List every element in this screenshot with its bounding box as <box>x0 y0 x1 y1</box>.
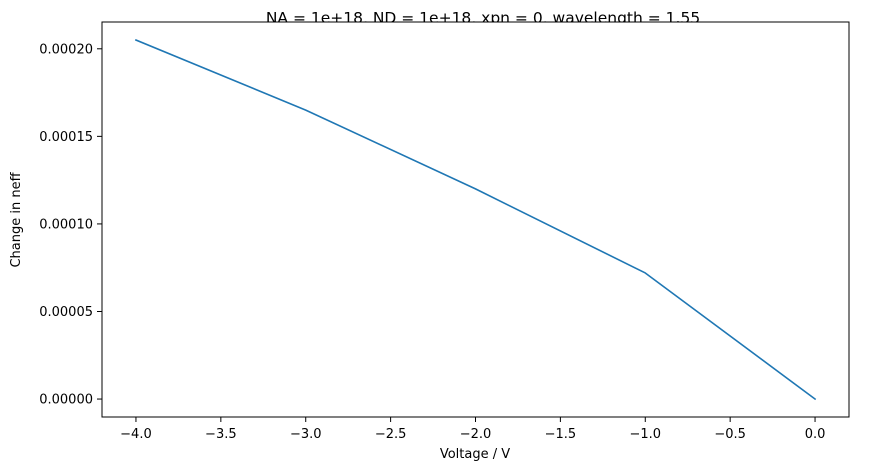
x-tick-label: −0.5 <box>714 427 746 442</box>
x-tick-label: −1.0 <box>629 427 661 442</box>
x-tick-label: −2.0 <box>460 427 492 442</box>
y-tick-label: 0.00010 <box>39 217 93 232</box>
y-tick-label: 0.00000 <box>39 393 93 408</box>
x-tick-label: −2.5 <box>375 427 407 442</box>
x-tick-label: −1.5 <box>545 427 577 442</box>
y-tick-label: 0.00020 <box>39 42 93 57</box>
x-tick-label: −3.0 <box>290 427 322 442</box>
x-tick-label: 0.0 <box>805 427 826 442</box>
plot-area <box>102 22 849 417</box>
x-tick-label: −3.5 <box>205 427 237 442</box>
y-axis-label: Change in neff <box>9 171 24 267</box>
x-axis-label: Voltage / V <box>440 447 510 462</box>
y-tick-label: 0.00015 <box>39 130 93 145</box>
y-tick-label: 0.00005 <box>39 305 93 320</box>
series-line <box>134 38 817 401</box>
series-group <box>134 38 817 401</box>
plot-frame <box>101 21 850 418</box>
axis-ticks: −4.0 −3.5 −3.0 −2.5 −2.0 −1.5 −1.0 −0.5 0.0 0.000… <box>39 42 825 442</box>
x-tick-label: −4.0 <box>120 427 152 442</box>
